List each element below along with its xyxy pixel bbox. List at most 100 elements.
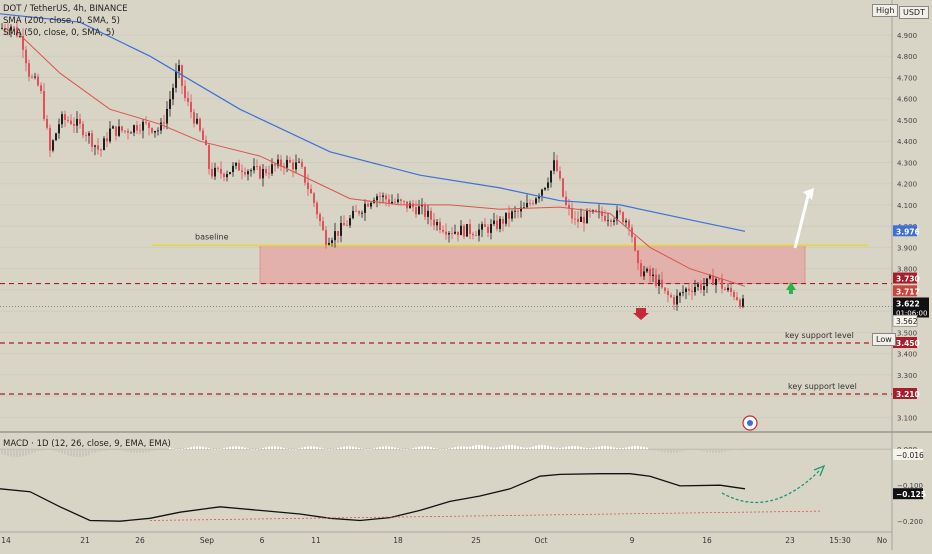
candle-body (544, 187, 546, 190)
macd-histogram-bar (241, 447, 243, 450)
candle-body (385, 195, 387, 200)
candle-body (262, 168, 264, 179)
time-tick-label: Oct (535, 536, 548, 545)
macd-histogram-bar (10, 449, 12, 457)
candle-body (295, 162, 297, 170)
macd-histogram-bar (598, 446, 600, 450)
candle-body (7, 29, 9, 31)
macd-histogram-bar (373, 448, 375, 450)
candle-body (445, 231, 447, 235)
support2-badge-bg (893, 388, 917, 400)
macd-histogram-bar (397, 448, 399, 450)
macd-histogram-bar (580, 446, 582, 450)
ma50-badge-bg (893, 285, 917, 297)
candle-body (250, 170, 252, 172)
macd-histogram-bar (583, 447, 585, 450)
candle-body (622, 212, 624, 223)
resistance-zone[interactable] (259, 244, 806, 284)
macd-histogram-bar (454, 447, 456, 450)
main-plot[interactable]: baseline key support level key support lev… (0, 13, 892, 431)
macd-plot[interactable] (0, 444, 892, 522)
candle-body (118, 126, 120, 136)
candle-body (97, 145, 99, 150)
candle-body (511, 211, 513, 219)
candle-body (736, 297, 738, 300)
candle-body (601, 211, 603, 216)
price-tick-label: 4.500 (897, 117, 917, 125)
candle-body (265, 168, 267, 174)
candle-body (256, 166, 258, 168)
macd-histogram-bar (139, 449, 141, 453)
candle-body (121, 126, 123, 131)
sma200-line[interactable] (0, 13, 746, 232)
macd-line[interactable] (0, 473, 746, 522)
macd-histogram-bar (58, 449, 60, 453)
macd-histogram-bar (649, 449, 651, 450)
macd-histogram-bar (652, 449, 654, 451)
candle-body (190, 101, 192, 113)
high-button[interactable]: High (872, 4, 899, 17)
candle-body (202, 130, 204, 141)
macd-histogram-bar (523, 447, 525, 450)
macd-histogram-bar (601, 446, 603, 450)
low-button[interactable]: Low (872, 333, 896, 346)
candle-body (67, 120, 69, 121)
macd-histogram-bar (457, 446, 459, 450)
macd-histogram-bar (328, 449, 330, 450)
candle-body (244, 172, 246, 175)
macd-histogram-bar (163, 449, 165, 450)
macd-histogram-bar (13, 449, 15, 458)
candle-body (196, 118, 198, 124)
currency-button[interactable]: USDT (899, 6, 929, 19)
time-tick-label: 21 (80, 536, 90, 545)
macd-histogram-bar (19, 449, 21, 457)
candle-body (328, 242, 330, 245)
macd-histogram-bar (496, 447, 498, 450)
candle-body (712, 275, 714, 286)
macd-histogram-bar (295, 448, 297, 450)
candle-body (436, 221, 438, 226)
candle-body (73, 124, 75, 126)
candle-body (742, 298, 744, 307)
time-tick-label: 11 (311, 536, 321, 545)
candle-body (232, 165, 234, 173)
candle-body (532, 203, 534, 205)
macd-histogram-bar (640, 446, 642, 450)
sma50-line[interactable] (19, 34, 746, 287)
candle-body (280, 159, 282, 167)
macd-histogram-bar (205, 447, 207, 450)
candle-body (355, 210, 357, 212)
macd-histogram-bar (571, 445, 573, 450)
candle-body (496, 220, 498, 229)
macd-histogram-bar (616, 447, 618, 450)
support1-badge-bg (893, 337, 917, 349)
macd-histogram-bar (256, 449, 258, 450)
candle-body (187, 98, 189, 102)
macd-histogram-bar (631, 446, 633, 450)
candle-body (430, 210, 432, 220)
macd-signal-badge-bg (893, 448, 923, 460)
macd-histogram-bar (274, 446, 276, 450)
macd-histogram-bar (700, 449, 702, 451)
candle-body (22, 35, 24, 50)
macd-histogram-bar (637, 446, 639, 450)
macd-histogram-bar (34, 449, 36, 453)
candle-body (340, 223, 342, 236)
macd-histogram-bar (118, 449, 120, 451)
macd-histogram-bar (151, 449, 153, 452)
macd-histogram-bar (28, 449, 30, 455)
macd-histogram-bar (262, 447, 264, 450)
candle-body (337, 231, 339, 236)
macd-histogram-bar (109, 449, 111, 451)
candle-body (310, 189, 312, 194)
macd-histogram-bar (37, 449, 39, 452)
macd-histogram-bar (529, 447, 531, 450)
macd-histogram-bar (46, 449, 48, 450)
candle-body (424, 204, 426, 217)
candle-body (571, 208, 573, 219)
candle-body (220, 168, 222, 174)
candle-body (157, 130, 159, 132)
support-level-2-label: key support level (788, 382, 857, 391)
macd-histogram-bar (88, 449, 90, 456)
candle-body (655, 274, 657, 286)
